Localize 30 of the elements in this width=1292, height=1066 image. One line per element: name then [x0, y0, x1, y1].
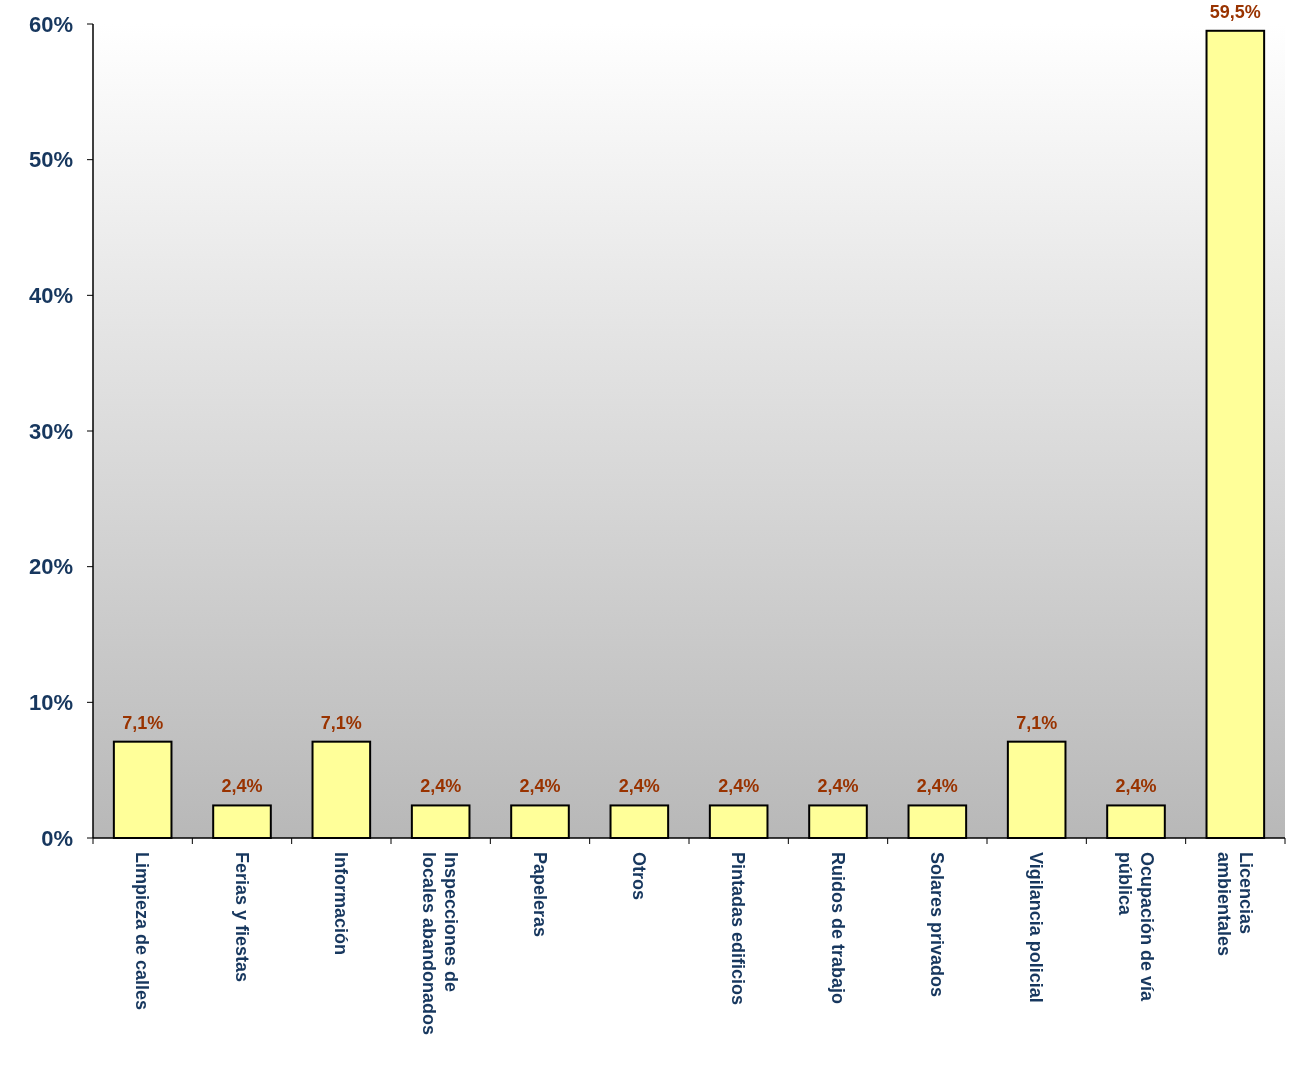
- y-tick-label: 20%: [28, 554, 73, 580]
- data-label: 7,1%: [1016, 712, 1058, 733]
- data-label: 2,4%: [519, 776, 561, 797]
- data-label: 2,4%: [718, 776, 760, 797]
- data-label: 2,4%: [916, 776, 958, 797]
- data-label: 2,4%: [420, 776, 462, 797]
- x-tick-label: Limpieza de calles: [132, 852, 153, 1011]
- y-tick-label: 60%: [28, 11, 73, 37]
- data-label: 2,4%: [1115, 776, 1157, 797]
- y-tick-label: 10%: [28, 690, 73, 716]
- x-tick-label: Vigilancia policial: [1026, 852, 1047, 1003]
- data-label: 2,4%: [817, 776, 859, 797]
- y-tick-label: 30%: [28, 418, 73, 444]
- y-tick-label: 0%: [41, 825, 73, 851]
- data-label: 7,1%: [320, 712, 362, 733]
- y-tick-label: 50%: [28, 147, 73, 173]
- x-tick-label: Solares privados: [927, 852, 948, 998]
- data-label: 2,4%: [618, 776, 660, 797]
- data-label: 59,5%: [1209, 1, 1261, 22]
- x-tick-label: Ruidos de trabajo: [827, 852, 848, 1005]
- x-tick-label: Ocupación de vía pública: [1114, 852, 1157, 1003]
- x-tick-label: Información: [331, 852, 352, 956]
- x-tick-label: Papeleras: [529, 852, 550, 938]
- x-tick-label: Ferias y fiestas: [231, 852, 252, 983]
- x-tick-label: Otros: [629, 852, 650, 901]
- data-label: 7,1%: [122, 712, 164, 733]
- x-tick-label: Inspecciones de locales abandonados: [419, 852, 462, 1036]
- y-tick-label: 40%: [28, 283, 73, 309]
- x-tick-label: Pintadas edificios: [728, 852, 749, 1006]
- data-label: 2,4%: [221, 776, 263, 797]
